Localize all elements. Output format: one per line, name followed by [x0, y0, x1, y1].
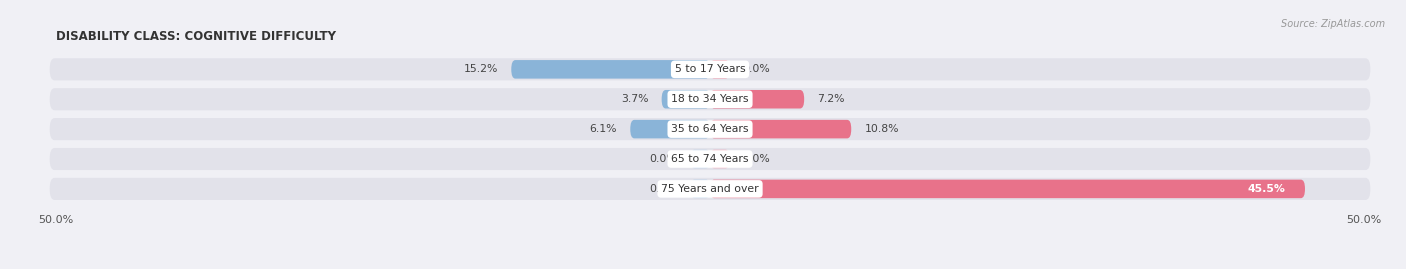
FancyBboxPatch shape — [630, 120, 710, 138]
Text: 5 to 17 Years: 5 to 17 Years — [675, 64, 745, 74]
FancyBboxPatch shape — [662, 90, 710, 108]
Text: 7.2%: 7.2% — [817, 94, 845, 104]
FancyBboxPatch shape — [512, 60, 710, 79]
FancyBboxPatch shape — [49, 148, 1371, 170]
Text: Source: ZipAtlas.com: Source: ZipAtlas.com — [1281, 19, 1385, 29]
Text: 10.8%: 10.8% — [865, 124, 898, 134]
FancyBboxPatch shape — [49, 58, 1371, 80]
Text: 18 to 34 Years: 18 to 34 Years — [671, 94, 749, 104]
Text: 35 to 64 Years: 35 to 64 Years — [671, 124, 749, 134]
FancyBboxPatch shape — [710, 180, 1305, 198]
FancyBboxPatch shape — [710, 150, 730, 168]
FancyBboxPatch shape — [710, 60, 730, 79]
Text: 0.0%: 0.0% — [650, 184, 678, 194]
FancyBboxPatch shape — [690, 180, 710, 198]
Text: 45.5%: 45.5% — [1247, 184, 1285, 194]
FancyBboxPatch shape — [690, 150, 710, 168]
FancyBboxPatch shape — [49, 88, 1371, 110]
FancyBboxPatch shape — [710, 120, 851, 138]
Text: DISABILITY CLASS: COGNITIVE DIFFICULTY: DISABILITY CLASS: COGNITIVE DIFFICULTY — [56, 30, 336, 43]
FancyBboxPatch shape — [49, 118, 1371, 140]
Text: 0.0%: 0.0% — [742, 154, 770, 164]
FancyBboxPatch shape — [49, 178, 1371, 200]
Text: 6.1%: 6.1% — [589, 124, 617, 134]
Text: 0.0%: 0.0% — [742, 64, 770, 74]
Text: 75 Years and over: 75 Years and over — [661, 184, 759, 194]
Text: 65 to 74 Years: 65 to 74 Years — [671, 154, 749, 164]
Text: 15.2%: 15.2% — [464, 64, 498, 74]
Text: 0.0%: 0.0% — [650, 154, 678, 164]
FancyBboxPatch shape — [710, 90, 804, 108]
Text: 3.7%: 3.7% — [621, 94, 648, 104]
